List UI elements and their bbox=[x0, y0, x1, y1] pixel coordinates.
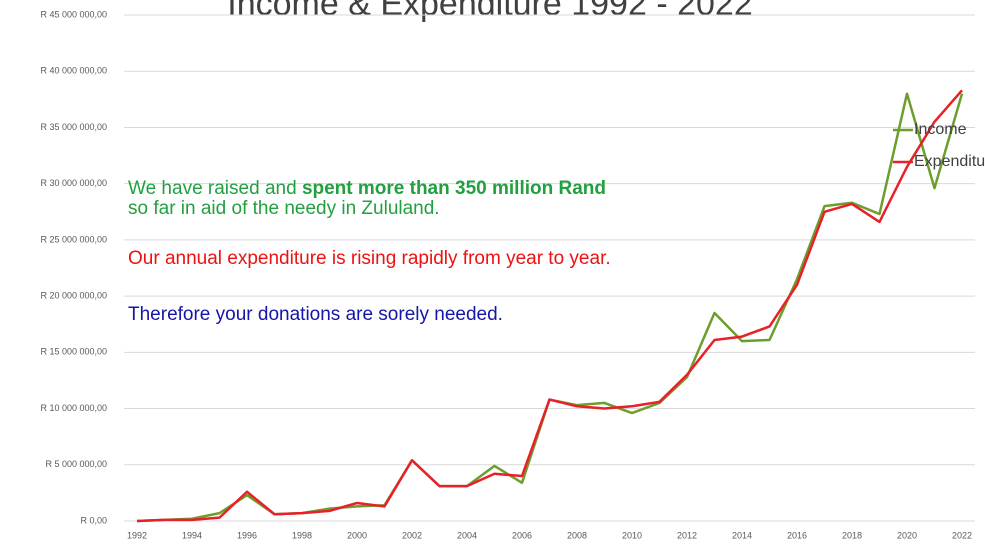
y-tick-label: R 5 000 000,00 bbox=[45, 459, 107, 469]
x-tick-label: 2018 bbox=[842, 530, 862, 540]
y-tick-label: R 30 000 000,00 bbox=[40, 178, 107, 188]
annotation-part: so far in aid of the needy in Zululand. bbox=[128, 198, 440, 219]
x-tick-label: 1996 bbox=[237, 530, 257, 540]
annotation-part: Therefore your donations are sorely need… bbox=[128, 304, 503, 325]
y-tick-label: R 0,00 bbox=[80, 515, 107, 525]
annotation: so far in aid of the needy in Zululand. bbox=[128, 198, 440, 219]
annotation-part: Our annual expenditure is rising rapidly… bbox=[128, 248, 611, 269]
y-tick-label: R 45 000 000,00 bbox=[40, 9, 107, 19]
legend-label: Expenditure bbox=[914, 153, 985, 170]
annotation-part: spent more than 350 million Rand bbox=[302, 178, 606, 199]
annotation: Our annual expenditure is rising rapidly… bbox=[128, 248, 611, 269]
x-tick-label: 2014 bbox=[732, 530, 752, 540]
x-tick-label: 2020 bbox=[897, 530, 917, 540]
chart-title: Income & Expenditure 1992 - 2022 bbox=[227, 0, 752, 23]
annotation: We have raised and spent more than 350 m… bbox=[128, 178, 606, 199]
y-tick-label: R 15 000 000,00 bbox=[40, 347, 107, 357]
annotation-part: We have raised and bbox=[128, 178, 302, 199]
x-tick-label: 2010 bbox=[622, 530, 642, 540]
x-tick-label: 2016 bbox=[787, 530, 807, 540]
legend-label: Income bbox=[914, 121, 967, 138]
y-tick-label: R 35 000 000,00 bbox=[40, 122, 107, 132]
x-tick-label: 2012 bbox=[677, 530, 697, 540]
x-tick-label: 1998 bbox=[292, 530, 312, 540]
y-tick-label: R 20 000 000,00 bbox=[40, 290, 107, 300]
y-tick-label: R 10 000 000,00 bbox=[40, 403, 107, 413]
x-tick-label: 1994 bbox=[182, 530, 202, 540]
x-tick-label: 2006 bbox=[512, 530, 532, 540]
annotation: Therefore your donations are sorely need… bbox=[128, 304, 503, 325]
x-tick-label: 2000 bbox=[347, 530, 367, 540]
x-tick-label: 1992 bbox=[127, 530, 147, 540]
y-tick-label: R 40 000 000,00 bbox=[40, 66, 107, 76]
x-tick-label: 2008 bbox=[567, 530, 587, 540]
y-tick-label: R 25 000 000,00 bbox=[40, 234, 107, 244]
x-tick-label: 2002 bbox=[402, 530, 422, 540]
x-tick-label: 2004 bbox=[457, 530, 477, 540]
series-line bbox=[136, 89, 963, 523]
x-tick-label: 2022 bbox=[952, 530, 972, 540]
